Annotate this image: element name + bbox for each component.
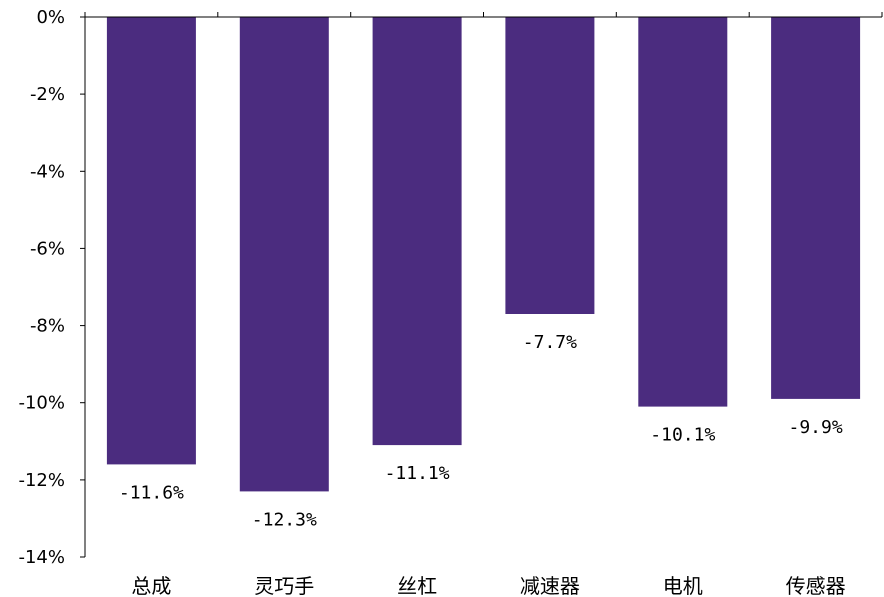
- bar: [638, 17, 728, 407]
- y-tick-label: -8%: [30, 316, 65, 337]
- y-tick-label: -4%: [30, 161, 65, 182]
- x-category-label: 总成: [131, 574, 171, 597]
- x-category-label: 电机: [663, 574, 703, 597]
- y-tick-label: -10%: [18, 393, 65, 414]
- data-label: -11.6%: [119, 482, 184, 503]
- x-category-label: 灵巧手: [254, 574, 314, 597]
- data-label: -11.1%: [385, 463, 450, 484]
- bar: [372, 17, 462, 446]
- data-label: -12.3%: [252, 509, 317, 530]
- bar: [505, 17, 595, 314]
- bars-layer: [106, 17, 861, 492]
- y-tick-label: -6%: [30, 238, 65, 259]
- y-tick-label: 0%: [36, 7, 65, 28]
- data-label: -9.9%: [789, 417, 843, 438]
- axis-layer: [80, 12, 883, 558]
- x-category-label: 丝杠: [397, 574, 437, 597]
- data-label: -7.7%: [523, 332, 577, 353]
- y-tick-label: -2%: [30, 84, 65, 105]
- y-tick-label: -12%: [18, 470, 65, 491]
- bar: [771, 17, 861, 399]
- x-category-label: 传感器: [786, 574, 846, 597]
- data-label: -10.1%: [650, 425, 715, 446]
- bar: [239, 17, 329, 492]
- x-category-label: 减速器: [520, 574, 580, 597]
- labels-layer: 0% -2% -4% -6% -8% -10% -12% -14% 总成 灵巧手 丝杠 减速器 电机 传感…: [18, 7, 845, 597]
- y-tick-label: -14%: [18, 547, 65, 568]
- bar: [106, 17, 196, 465]
